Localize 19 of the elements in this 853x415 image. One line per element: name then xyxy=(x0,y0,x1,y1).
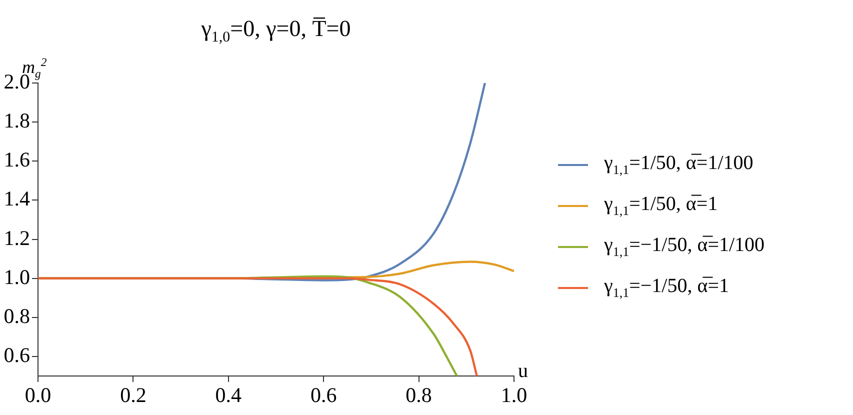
x-tick-label: 0.6 xyxy=(310,383,337,408)
y-tick-label: 1.0 xyxy=(4,264,30,289)
x-tick-label: 1.0 xyxy=(500,383,528,408)
x-tick-label: 0.0 xyxy=(24,383,52,408)
y-tick-label: 0.8 xyxy=(4,304,30,328)
y-tick-label: 1.6 xyxy=(4,148,30,172)
y-tick-label: 0.6 xyxy=(4,342,30,367)
chart-title: γ$_{1,0}$=0, γ=0, T̅=0 xyxy=(200,16,352,47)
legend-label: γ$_{1,1}$=1/50, α̅=1/100 xyxy=(604,152,754,178)
legend-label: γ$_{1,1}$=1/50, α̅=1 xyxy=(604,192,718,218)
x-tick-label: 0.4 xyxy=(215,383,242,408)
y-tick-label: 1.4 xyxy=(4,186,30,211)
y-tick-label: 1.2 xyxy=(4,226,30,250)
legend-label: γ$_{1,1}$=−1/50, α̅=1/100 xyxy=(604,234,765,260)
x-tick-label: 0.8 xyxy=(406,383,432,408)
x-tick-label: 0.2 xyxy=(120,383,146,408)
legend-label: γ$_{1,1}$=−1/50, α̅=1 xyxy=(604,274,729,300)
x-axis-title: u xyxy=(518,360,528,383)
y-tick-label: 1.8 xyxy=(4,108,30,133)
